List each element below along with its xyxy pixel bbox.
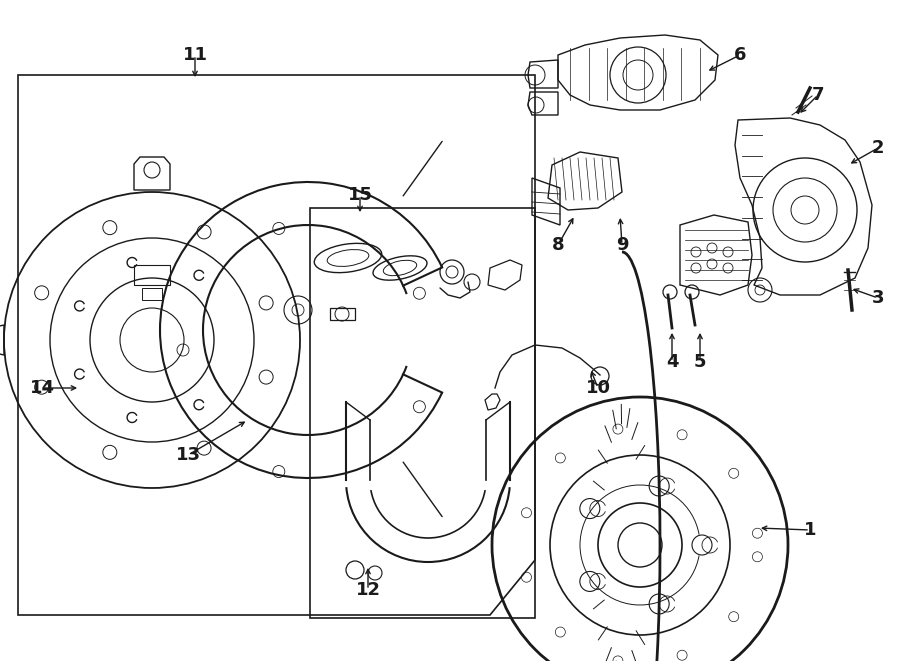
Text: 10: 10 — [586, 379, 610, 397]
Text: 5: 5 — [694, 353, 706, 371]
Text: 15: 15 — [347, 186, 373, 204]
Text: 13: 13 — [176, 446, 201, 464]
Text: 8: 8 — [552, 236, 564, 254]
Text: 3: 3 — [872, 289, 884, 307]
Text: 4: 4 — [666, 353, 679, 371]
Text: 9: 9 — [616, 236, 628, 254]
Text: 12: 12 — [356, 581, 381, 599]
Text: 6: 6 — [734, 46, 746, 64]
Text: 14: 14 — [30, 379, 55, 397]
Text: 2: 2 — [872, 139, 884, 157]
Text: 11: 11 — [183, 46, 208, 64]
Text: 7: 7 — [812, 86, 824, 104]
Text: 1: 1 — [804, 521, 816, 539]
